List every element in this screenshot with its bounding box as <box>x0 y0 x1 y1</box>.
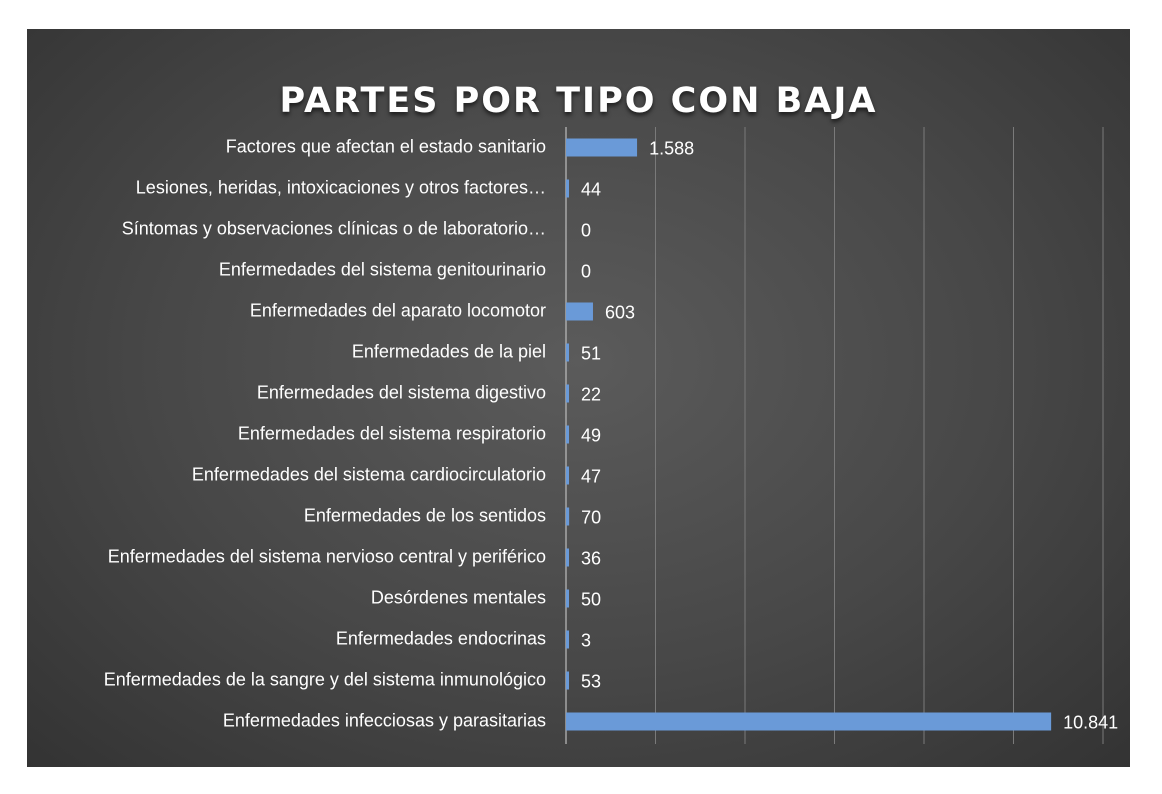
category-label: Enfermedades de la sangre y del sistema … <box>104 670 546 690</box>
category-label: Factores que afectan el estado sanitario <box>226 137 546 157</box>
bar <box>566 384 569 403</box>
value-label: 603 <box>605 303 635 323</box>
bar <box>566 425 569 444</box>
bar <box>566 302 593 321</box>
bar <box>566 630 569 649</box>
value-label: 49 <box>581 426 601 446</box>
value-label: 22 <box>581 385 601 405</box>
bar <box>566 507 570 526</box>
category-label: Enfermedades infecciosas y parasitarias <box>223 711 546 731</box>
category-label: Enfermedades endocrinas <box>336 629 546 649</box>
value-label: 3 <box>581 631 591 651</box>
chart-panel: PARTES POR TIPO CON BAJA Factores que af… <box>27 29 1130 767</box>
category-label: Desórdenes mentales <box>371 588 546 608</box>
value-label: 36 <box>581 549 601 569</box>
bar <box>566 179 569 198</box>
category-label: Enfermedades del sistema respiratorio <box>238 424 546 444</box>
bar <box>566 712 1052 731</box>
value-label: 53 <box>581 672 601 692</box>
category-label: Síntomas y observaciones clínicas o de l… <box>122 219 546 239</box>
value-label: 51 <box>581 344 601 364</box>
category-label: Enfermedades del sistema digestivo <box>257 383 546 403</box>
value-label: 50 <box>581 590 601 610</box>
value-label: 44 <box>581 180 601 200</box>
category-label: Lesiones, heridas, intoxicaciones y otro… <box>136 178 546 198</box>
value-label: 10.841 <box>1063 713 1118 733</box>
value-label: 0 <box>581 221 591 241</box>
category-label: Enfermedades del sistema nervioso centra… <box>108 547 546 567</box>
bar <box>566 466 569 485</box>
bar <box>566 671 569 690</box>
chart-title: PARTES POR TIPO CON BAJA <box>279 81 878 121</box>
category-label: Enfermedades de los sentidos <box>304 506 546 526</box>
value-label: 1.588 <box>649 139 694 159</box>
bar <box>566 548 569 567</box>
value-label: 47 <box>581 467 601 487</box>
value-label: 70 <box>581 508 601 528</box>
plot-area: Factores que afectan el estado sanitario… <box>104 127 1118 744</box>
category-label: Enfermedades del aparato locomotor <box>250 301 546 321</box>
category-label: Enfermedades del sistema genitourinario <box>219 260 546 280</box>
value-label: 0 <box>581 262 591 282</box>
category-label: Enfermedades del sistema cardiocirculato… <box>192 465 546 485</box>
bar <box>566 343 569 362</box>
bar <box>566 589 569 608</box>
category-label: Enfermedades de la piel <box>352 342 546 362</box>
bar <box>566 138 638 157</box>
